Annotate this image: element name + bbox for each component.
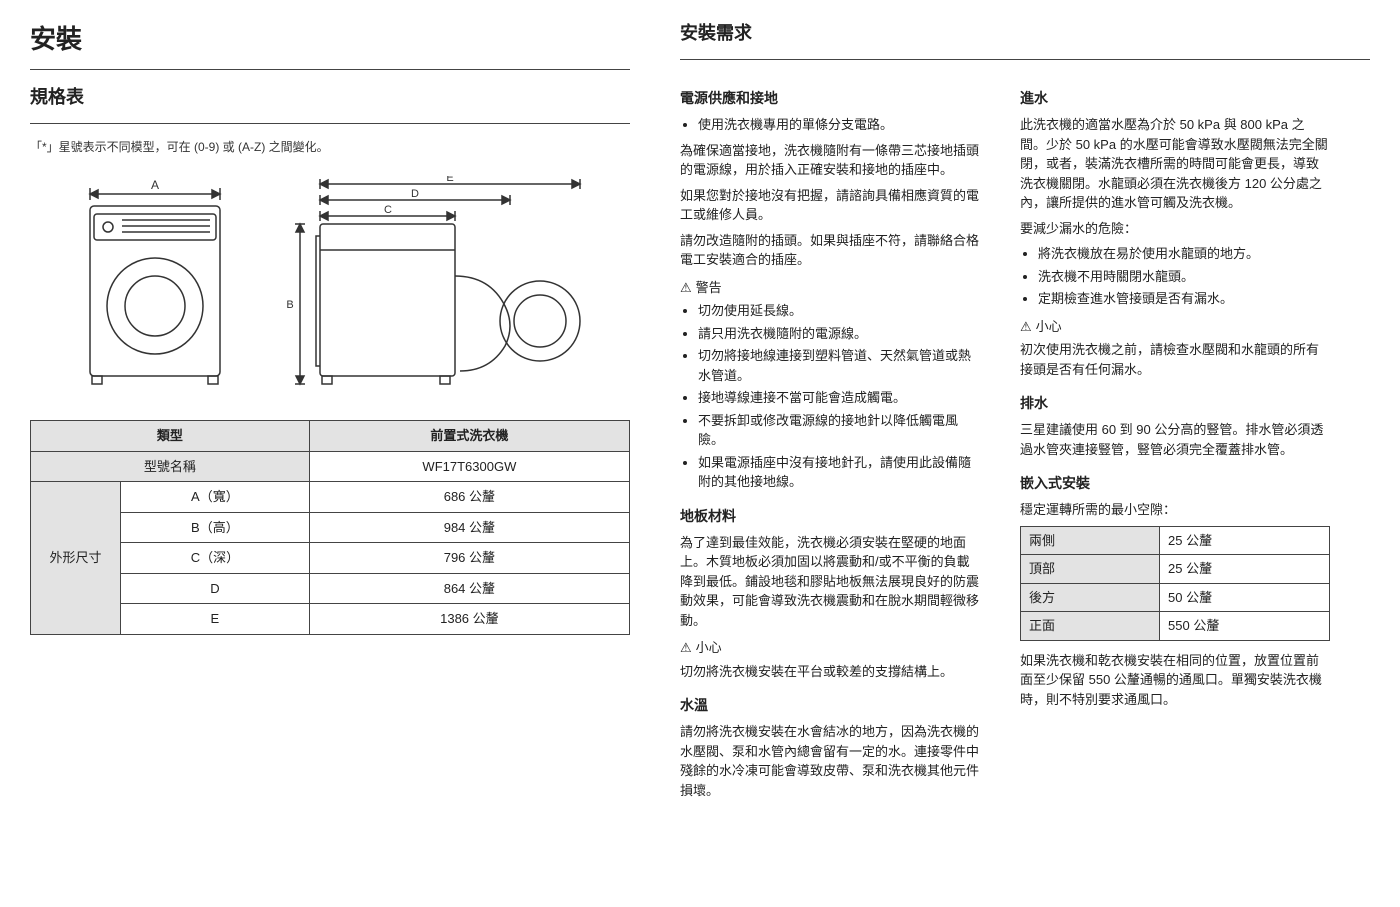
- clr-back-label: 後方: [1021, 583, 1160, 612]
- dimension-diagrams: A: [30, 176, 630, 396]
- floor-p1: 為了達到最佳效能，洗衣機必須安裝在堅硬的地面上。木質地板必須加固以將震動和/或不…: [680, 533, 980, 631]
- drain-p1: 三星建議使用 60 到 90 公分高的豎管。排水管必須透過水管夾連接豎管，豎管必…: [1020, 420, 1330, 459]
- floor-caution-label: 小心: [696, 638, 722, 658]
- spec-subtitle: 規格表: [30, 84, 630, 111]
- page-title: 安裝: [30, 20, 630, 59]
- spec-table: 類型 前置式洗衣機 型號名稱 WF17T6300GW 外形尺寸 A（寬） 686…: [30, 420, 630, 635]
- spec-dim-e-label: E: [121, 604, 310, 635]
- clr-side-label: 兩側: [1021, 526, 1160, 555]
- spec-dim-a-label: A（寬）: [121, 482, 310, 513]
- clr-side-value: 25 公釐: [1160, 526, 1330, 555]
- power-bullet-1: 使用洗衣機專用的單條分支電路。: [698, 115, 980, 135]
- power-p2: 如果您對於接地沒有把握，請諮詢具備相應資質的電工或維修人員。: [680, 186, 980, 225]
- inlet-p1: 此洗衣機的適當水壓為介於 50 kPa 與 800 kPa 之間。少於 50 k…: [1020, 115, 1330, 213]
- recess-p2: 如果洗衣機和乾衣機安裝在相同的位置，放置位置前面至少保留 550 公釐通暢的通風…: [1020, 651, 1330, 710]
- spec-header-product: 前置式洗衣機: [309, 421, 629, 452]
- spec-dim-c-value: 796 公釐: [309, 543, 629, 574]
- spec-dim-b-label: B（高）: [121, 512, 310, 543]
- inlet-bullet-3: 定期檢查進水管接頭是否有漏水。: [1038, 289, 1330, 309]
- inlet-caution-label: 小心: [1036, 317, 1062, 337]
- spec-model-value: WF17T6300GW: [309, 451, 629, 482]
- dim-label-a: A: [151, 178, 159, 192]
- warn-bullet-1: 切勿使用延長線。: [698, 301, 980, 321]
- clr-front-label: 正面: [1021, 612, 1160, 641]
- dim-label-c: C: [384, 204, 392, 216]
- requirements-heading: 安裝需求: [680, 20, 1370, 47]
- warn-bullet-6: 如果電源插座中沒有接地針孔，請使用此設備隨附的其他接地線。: [698, 453, 980, 492]
- inlet-bullet-2: 洗衣機不用時關閉水龍頭。: [1038, 267, 1330, 287]
- warning-label: 警告: [696, 278, 722, 298]
- asterisk-note: 「*」星號表示不同模型，可在 (0-9) 或 (A-Z) 之間變化。: [30, 138, 630, 156]
- spec-size-label: 外形尺寸: [31, 482, 121, 635]
- watertemp-title: 水溫: [680, 695, 980, 716]
- inlet-caution-text: 初次使用洗衣機之前，請檢查水壓閥和水龍頭的所有接頭是否有任何漏水。: [1020, 340, 1330, 379]
- inlet-p2: 要減少漏水的危險：: [1020, 219, 1330, 239]
- warn-bullet-5: 不要拆卸或修改電源線的接地針以降低觸電風險。: [698, 411, 980, 450]
- clr-front-value: 550 公釐: [1160, 612, 1330, 641]
- warn-bullet-3: 切勿將接地線連接到塑料管道、天然氣管道或熱水管道。: [698, 346, 980, 385]
- warn-bullet-2: 請只用洗衣機隨附的電源線。: [698, 324, 980, 344]
- spec-dim-d-label: D: [121, 573, 310, 604]
- floor-title: 地板材料: [680, 506, 980, 527]
- spec-dim-e-value: 1386 公釐: [309, 604, 629, 635]
- power-p1: 為確保適當接地，洗衣機隨附有一條帶三芯接地插頭的電源線，用於插入正確安裝和接地的…: [680, 141, 980, 180]
- dim-label-b: B: [286, 299, 293, 311]
- floor-caution-text: 切勿將洗衣機安裝在平台或較差的支撐結構上。: [680, 662, 980, 682]
- dim-label-e: E: [446, 176, 453, 184]
- title-rule: [30, 69, 630, 70]
- front-view-diagram: A: [60, 176, 250, 396]
- spec-header-type: 類型: [31, 421, 310, 452]
- side-view-diagram: E D C B: [280, 176, 600, 396]
- spec-dim-a-value: 686 公釐: [309, 482, 629, 513]
- warn-bullet-4: 接地導線連接不當可能會造成觸電。: [698, 388, 980, 408]
- caution-icon: ⚠: [1020, 317, 1032, 337]
- clr-top-value: 25 公釐: [1160, 555, 1330, 584]
- drain-title: 排水: [1020, 393, 1330, 414]
- power-p3: 請勿改造隨附的插頭。如果與插座不符，請聯絡合格電工安裝適合的插座。: [680, 231, 980, 270]
- requirements-rule: [680, 59, 1370, 60]
- dim-label-d: D: [411, 188, 419, 200]
- inlet-title: 進水: [1020, 88, 1330, 109]
- spec-dim-d-value: 864 公釐: [309, 573, 629, 604]
- spec-dim-c-label: C（深）: [121, 543, 310, 574]
- power-title: 電源供應和接地: [680, 88, 980, 109]
- recess-title: 嵌入式安裝: [1020, 473, 1330, 494]
- clearance-table: 兩側25 公釐 頂部25 公釐 後方50 公釐 正面550 公釐: [1020, 526, 1330, 641]
- warning-icon: ⚠: [680, 278, 692, 298]
- caution-icon: ⚠: [680, 638, 692, 658]
- clr-top-label: 頂部: [1021, 555, 1160, 584]
- spec-dim-b-value: 984 公釐: [309, 512, 629, 543]
- clr-back-value: 50 公釐: [1160, 583, 1330, 612]
- spec-model-label: 型號名稱: [31, 451, 310, 482]
- subtitle-rule: [30, 123, 630, 124]
- watertemp-p1: 請勿將洗衣機安裝在水會結冰的地方，因為洗衣機的水壓閥、泵和水管內總會留有一定的水…: [680, 722, 980, 800]
- inlet-bullet-1: 將洗衣機放在易於使用水龍頭的地方。: [1038, 244, 1330, 264]
- recess-p1: 穩定運轉所需的最小空隙：: [1020, 500, 1330, 520]
